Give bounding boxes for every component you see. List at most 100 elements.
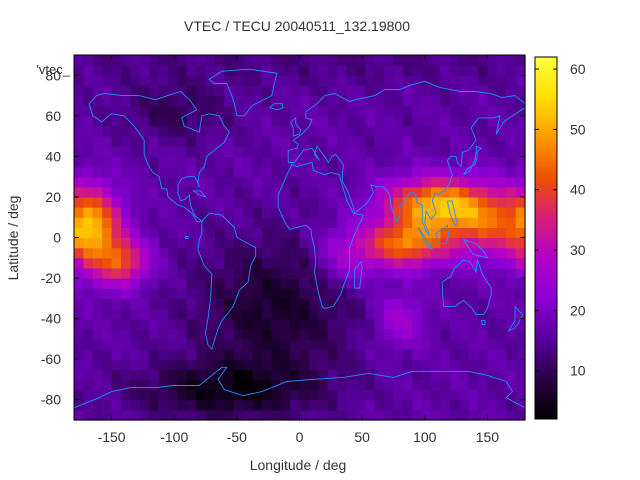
y-tick-label: 60: [45, 108, 61, 124]
heatmap-cell: [243, 298, 254, 310]
heatmap-cell: [506, 196, 517, 208]
heatmap-cell: [459, 186, 470, 198]
heatmap-cell: [205, 318, 216, 330]
heatmap-cell: [374, 237, 385, 249]
heatmap-cell: [149, 196, 160, 208]
heatmap-cell: [468, 166, 479, 178]
heatmap-cell: [214, 146, 225, 157]
heatmap-cell: [355, 267, 366, 279]
heatmap-cell: [139, 186, 150, 198]
heatmap-cell: [459, 389, 470, 401]
heatmap-cell: [102, 369, 113, 381]
heatmap-cell: [139, 247, 150, 259]
heatmap-cell: [158, 115, 169, 127]
heatmap-cell: [214, 75, 225, 87]
heatmap-cell: [130, 166, 141, 178]
heatmap-cell: [449, 196, 460, 208]
heatmap-cell: [92, 247, 103, 259]
heatmap-cell: [149, 359, 160, 370]
heatmap-cell: [506, 115, 517, 127]
heatmap-cell: [205, 186, 216, 198]
heatmap-cell: [111, 389, 122, 401]
heatmap-cell: [412, 349, 423, 360]
heatmap-cell: [252, 136, 263, 147]
heatmap-cell: [402, 105, 413, 117]
heatmap-cell: [365, 105, 376, 117]
heatmap-cell: [318, 227, 329, 239]
heatmap-cell: [308, 115, 319, 127]
heatmap-cell: [149, 267, 160, 279]
heatmap-cell: [402, 308, 413, 320]
y-tick-label: -20: [41, 270, 61, 286]
heatmap-cell: [74, 156, 84, 168]
heatmap-cell: [290, 166, 301, 178]
heatmap-cell: [346, 156, 357, 168]
heatmap-cell: [102, 379, 113, 391]
heatmap-cell: [421, 349, 432, 360]
heatmap-cell: [421, 267, 432, 279]
heatmap-cell: [214, 237, 225, 249]
heatmap-cell: [449, 105, 460, 117]
heatmap-cell: [365, 389, 376, 401]
heatmap-cell: [487, 308, 498, 320]
heatmap-cell: [83, 379, 94, 391]
heatmap-cell: [449, 75, 460, 87]
heatmap-cell: [102, 389, 113, 401]
heatmap-cell: [496, 237, 507, 249]
heatmap-cell: [261, 338, 272, 350]
heatmap-cell: [384, 186, 395, 198]
heatmap-cell: [233, 95, 244, 107]
heatmap-cell: [280, 399, 291, 411]
heatmap-cell: [496, 65, 507, 76]
heatmap-cell: [449, 55, 460, 66]
heatmap-cell: [92, 156, 103, 168]
heatmap-cell: [365, 328, 376, 340]
heatmap-cell: [214, 55, 225, 66]
heatmap-cell: [83, 288, 94, 299]
heatmap-cell: [318, 328, 329, 340]
heatmap-cell: [327, 65, 338, 76]
heatmap-cell: [459, 399, 470, 411]
heatmap-cell: [102, 85, 113, 97]
heatmap-cell: [431, 349, 442, 360]
heatmap-cell: [346, 318, 357, 330]
heatmap-cell: [327, 207, 338, 218]
heatmap-cell: [515, 166, 526, 178]
heatmap-cell: [224, 247, 235, 259]
heatmap-cell: [205, 105, 216, 117]
heatmap-cell: [421, 298, 432, 310]
heatmap-cell: [233, 196, 244, 208]
heatmap-cell: [252, 409, 263, 421]
heatmap-cell: [111, 186, 122, 198]
heatmap-cell: [205, 207, 216, 218]
heatmap-cell: [440, 75, 451, 87]
heatmap-cell: [252, 288, 263, 299]
heatmap-cell: [233, 146, 244, 157]
heatmap-cell: [308, 166, 319, 178]
x-axis-ticks: -150 -100 -50 0 50 100 150: [98, 55, 499, 445]
heatmap-cell: [252, 237, 263, 249]
heatmap-cell: [487, 328, 498, 340]
heatmap-cell: [74, 105, 84, 117]
heatmap-cell: [449, 176, 460, 188]
heatmap-cell: [365, 359, 376, 370]
heatmap-cell: [421, 186, 432, 198]
heatmap-cell: [478, 105, 489, 117]
heatmap-cell: [177, 389, 188, 401]
heatmap-cell: [74, 75, 84, 87]
heatmap-cell: [337, 217, 348, 228]
heatmap-cell: [355, 125, 366, 137]
heatmap-cell: [412, 267, 423, 279]
heatmap-cell: [308, 359, 319, 370]
heatmap-cell: [337, 389, 348, 401]
heatmap-cell: [515, 349, 526, 360]
heatmap-cell: [496, 409, 507, 421]
heatmap-cell: [167, 115, 178, 127]
heatmap-cell: [214, 115, 225, 127]
heatmap-cell: [327, 349, 338, 360]
heatmap-cell: [384, 207, 395, 218]
heatmap-cell: [402, 227, 413, 239]
heatmap-cell: [167, 278, 178, 289]
heatmap-cell: [318, 115, 329, 127]
heatmap-cell: [186, 55, 197, 66]
